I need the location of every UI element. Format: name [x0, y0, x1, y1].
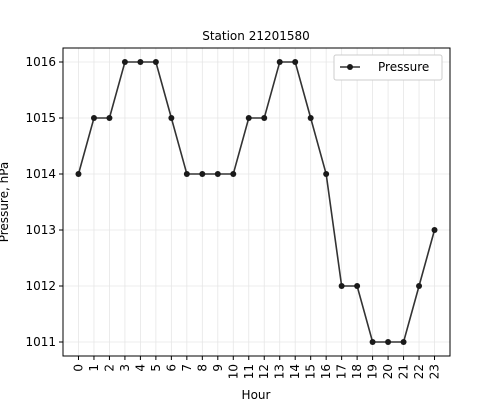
x-tick-label: 19 — [366, 364, 380, 379]
x-tick-label: 17 — [335, 364, 349, 379]
data-point — [261, 115, 268, 121]
legend-box — [333, 54, 443, 81]
x-tick-label: 21 — [397, 364, 411, 379]
y-tick-label: 1015 — [25, 111, 56, 125]
data-point — [416, 283, 423, 289]
x-tick-label: 1 — [87, 364, 101, 372]
data-point — [354, 283, 361, 289]
data-point — [385, 339, 392, 345]
y-tick-label: 1016 — [25, 55, 56, 69]
series-line-pressure — [77, 61, 436, 343]
x-tick-label: 22 — [412, 364, 426, 379]
y-tick-label: 1012 — [25, 279, 56, 293]
y-tick-label: 1013 — [25, 223, 56, 237]
grid-lines — [63, 48, 450, 356]
plot-frame — [62, 47, 451, 357]
x-tick-label: 2 — [102, 364, 116, 372]
data-point — [199, 171, 206, 177]
x-tick-label: 4 — [133, 364, 147, 372]
data-point — [75, 171, 82, 177]
data-point — [152, 59, 159, 65]
legend-marker-swatch — [347, 64, 353, 70]
x-tick-label: 7 — [180, 364, 194, 372]
data-point — [121, 59, 128, 65]
data-point — [307, 115, 314, 121]
x-tick-label: 0 — [71, 364, 85, 372]
x-tick-label: 15 — [304, 364, 318, 379]
x-tick-label: 8 — [195, 364, 209, 372]
data-point — [230, 171, 237, 177]
y-tick-label: 1014 — [25, 167, 56, 181]
y-tick-label: 1011 — [25, 335, 56, 349]
data-point — [183, 171, 190, 177]
data-series — [75, 59, 438, 345]
data-point — [369, 339, 376, 345]
chart-title: Station 21201580 — [202, 29, 310, 43]
x-tick-label: 5 — [149, 364, 163, 372]
data-point — [431, 227, 438, 233]
x-tick-label: 12 — [257, 364, 271, 379]
data-point — [214, 171, 221, 177]
data-point — [137, 59, 144, 65]
x-tick-label: 11 — [242, 364, 256, 379]
legend-label-pressure: Pressure — [378, 60, 429, 74]
x-tick-label: 10 — [226, 364, 240, 379]
x-tick-label: 18 — [350, 364, 364, 379]
legend: Pressure — [333, 54, 443, 81]
x-tick-label: 20 — [381, 364, 395, 379]
x-tick-label: 14 — [288, 364, 302, 379]
data-point — [168, 115, 175, 121]
x-tick-label: 13 — [273, 364, 287, 379]
data-point — [323, 171, 330, 177]
data-point — [106, 115, 113, 121]
data-point — [90, 115, 97, 121]
axis-ticks: 0 1 2 3 4 5 6 7 8 9 10 11 12 13 14 15 16 17 18 19 20 21 22 2310… — [25, 55, 441, 379]
x-tick-label: 16 — [319, 364, 333, 379]
x-tick-label: 6 — [164, 364, 178, 372]
x-tick-label: 3 — [118, 364, 132, 372]
data-point — [338, 283, 345, 289]
x-tick-label: 23 — [428, 364, 442, 379]
data-point — [245, 115, 252, 121]
data-point — [400, 339, 407, 345]
y-axis-label: Pressure, hPa — [0, 162, 11, 243]
data-point — [276, 59, 283, 65]
x-tick-label: 9 — [211, 364, 225, 372]
x-axis-label: Hour — [242, 388, 271, 400]
data-point — [292, 59, 299, 65]
